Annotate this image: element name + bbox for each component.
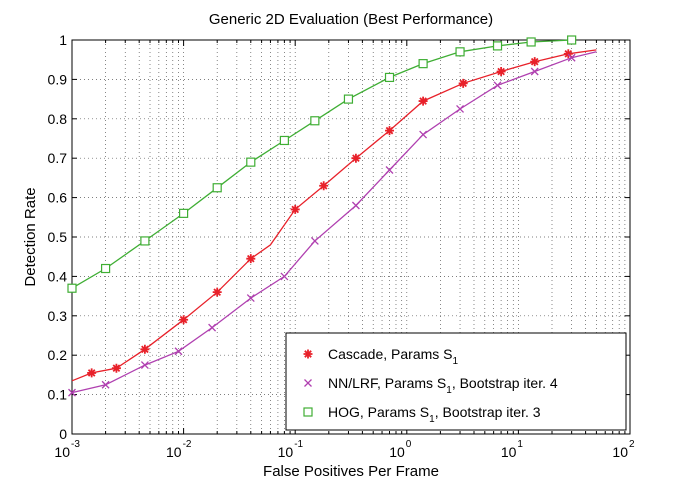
data-point	[100, 263, 111, 274]
legend-marker	[303, 349, 313, 359]
legend-marker	[304, 379, 312, 387]
data-point	[351, 153, 361, 163]
legend-entry-label: Cascade, Params S	[328, 346, 453, 362]
data-point	[174, 347, 183, 356]
legend-entry: Cascade, Params S1	[328, 346, 459, 367]
series-layer	[67, 35, 597, 397]
x-tick-exponent: 1	[517, 439, 523, 450]
legend-marker	[303, 407, 313, 417]
x-tick-label: 10	[389, 444, 405, 460]
data-point	[280, 272, 289, 281]
x-tick-label: 10	[612, 444, 628, 460]
data-point	[140, 236, 150, 246]
data-point	[567, 53, 576, 62]
y-tick-label: 0.3	[48, 308, 68, 324]
y-tick-label: 1	[59, 32, 67, 48]
data-point	[246, 254, 256, 264]
x-tick-exponent: 2	[629, 439, 635, 450]
data-point	[212, 287, 222, 297]
data-point	[419, 130, 428, 139]
data-point	[385, 166, 394, 174]
y-tick-label: 0.6	[48, 190, 68, 206]
data-point	[493, 81, 502, 90]
data-point	[455, 47, 465, 57]
x-tick-exponent: 0	[406, 439, 412, 450]
data-point	[208, 323, 217, 332]
legend-entry: HOG, Params S1, Bootstrap iter. 3	[328, 404, 541, 425]
data-point	[279, 135, 289, 146]
y-tick-label: 0.7	[48, 150, 68, 166]
data-point	[456, 104, 465, 113]
x-tick-label: 10	[54, 444, 70, 460]
data-point	[212, 183, 222, 193]
data-point	[418, 96, 428, 106]
data-point	[310, 236, 319, 245]
legend-box	[285, 332, 627, 431]
y-tick-label: 0.1	[48, 387, 68, 403]
legend-entry-label: NN/LRF, Params S	[328, 375, 446, 391]
data-point	[111, 363, 121, 373]
data-point	[384, 72, 395, 83]
data-point	[496, 67, 506, 77]
series-line	[71, 51, 597, 394]
x-tick-label: 10	[166, 444, 182, 460]
data-point	[290, 204, 300, 214]
y-tick-label: 0.9	[48, 71, 68, 87]
data-point	[246, 157, 256, 167]
y-tick-label: 0.2	[48, 347, 68, 363]
x-tick-label: 10	[501, 444, 517, 460]
data-point	[101, 380, 110, 389]
legend-entry-suffix: , Bootstrap iter. 4	[452, 375, 558, 391]
x-tick-exponent: -2	[183, 439, 192, 450]
data-point	[385, 126, 395, 136]
legend-entry-subscript: 1	[429, 414, 435, 425]
data-point	[526, 37, 536, 47]
data-point	[68, 388, 76, 397]
series-2	[68, 51, 597, 397]
data-point	[310, 116, 320, 126]
series-line	[71, 49, 597, 382]
y-tick-label: 0.8	[48, 111, 68, 127]
data-point	[179, 208, 189, 218]
x-tick-label: 10	[278, 444, 294, 460]
chart-title: Generic 2D Evaluation (Best Performance)	[209, 11, 493, 28]
y-tick-label: 0	[59, 426, 67, 442]
x-tick-exponent: -1	[294, 439, 303, 450]
data-point	[319, 181, 329, 191]
legend-entry-subscript: 1	[453, 356, 459, 367]
data-point	[530, 67, 539, 76]
y-tick-label: 0.5	[48, 229, 68, 245]
data-point	[492, 41, 503, 51]
y-axis-label: Detection Rate	[22, 187, 39, 286]
data-point	[140, 344, 150, 354]
data-point	[530, 57, 540, 67]
legend-entry-suffix: , Bootstrap iter. 3	[435, 404, 541, 420]
y-tick-label: 0.4	[48, 268, 68, 284]
data-point	[418, 59, 428, 69]
data-point	[179, 315, 189, 325]
data-point	[140, 361, 149, 370]
data-point	[67, 283, 77, 293]
legend-entry-subscript: 1	[446, 385, 452, 396]
x-axis-label: False Positives Per Frame	[263, 463, 439, 480]
data-point	[563, 49, 573, 59]
data-point	[246, 294, 255, 303]
series-3	[67, 35, 577, 293]
data-point	[567, 35, 577, 45]
data-point	[351, 201, 360, 210]
series-1	[71, 49, 597, 382]
x-tick-exponent: -3	[71, 439, 80, 450]
legend-entry: NN/LRF, Params S1, Bootstrap iter. 4	[328, 375, 558, 396]
data-point	[343, 94, 354, 104]
legend-entry-label: HOG, Params S	[328, 404, 429, 420]
data-point	[458, 78, 468, 88]
data-point	[87, 368, 97, 378]
